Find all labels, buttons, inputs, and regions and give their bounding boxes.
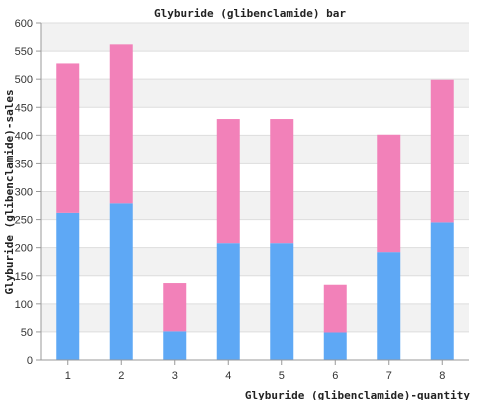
chart-title: Glyburide (glibenclamide) bar <box>154 7 346 20</box>
y-tick-label: 150 <box>15 271 33 283</box>
bar-segment-2-6 <box>323 284 347 333</box>
x-tick-labels: 1 2 3 4 5 6 7 8 <box>65 370 446 382</box>
y-tick-label: 0 <box>27 355 33 367</box>
y-tick-label: 50 <box>21 327 33 339</box>
x-tick-label: 4 <box>225 370 231 382</box>
bar-segment-2-7 <box>377 134 401 253</box>
grid-band <box>41 163 469 192</box>
bar-segment-2-8 <box>430 79 454 223</box>
y-tick-label: 450 <box>15 102 33 114</box>
axes-layer <box>40 23 469 365</box>
grid-band <box>41 219 469 248</box>
grid-band <box>41 79 469 108</box>
bar-segment-1-4 <box>216 243 240 360</box>
y-tick-label: 400 <box>15 130 33 142</box>
grid-band <box>41 23 469 52</box>
bar-segment-2-4 <box>216 119 240 244</box>
x-tick-label: 1 <box>65 370 71 382</box>
bar-segment-2-5 <box>270 119 294 244</box>
y-tick-label: 600 <box>15 18 33 30</box>
bar-segment-1-5 <box>270 243 294 360</box>
y-tick-label: 200 <box>15 243 33 255</box>
x-tick-label: 6 <box>332 370 338 382</box>
y-tick-label: 350 <box>15 158 33 170</box>
y-tick-label: 550 <box>15 46 33 58</box>
y-tick-label: 250 <box>15 215 33 227</box>
grid-band <box>41 275 469 304</box>
y-tick-labels: 0 50 100 150 200 250 300 350 400 450 500 550 600 <box>15 18 33 367</box>
bar-segment-1-8 <box>430 222 454 360</box>
x-tick-label: 2 <box>118 370 124 382</box>
grid-band <box>41 135 469 164</box>
grid-band <box>41 247 469 276</box>
bar-segment-2-2 <box>109 44 133 204</box>
x-tick-label: 5 <box>279 370 285 382</box>
bar-segment-1-7 <box>377 252 401 360</box>
grid-band <box>41 191 469 220</box>
y-tick-label: 100 <box>15 299 33 311</box>
bars-layer <box>56 44 454 360</box>
x-tick-label: 7 <box>386 370 392 382</box>
grid-band <box>41 107 469 136</box>
grid-band <box>41 303 469 332</box>
x-tick-label: 3 <box>172 370 178 382</box>
grid-band <box>41 51 469 80</box>
grid-band <box>41 331 469 360</box>
bar-segment-1-3 <box>163 331 187 360</box>
x-tick-label: 8 <box>439 370 445 382</box>
bar-segment-1-6 <box>323 332 347 360</box>
bar-segment-2-1 <box>56 63 80 213</box>
y-axis-label: Glyburide (glibenclamide)-sales <box>3 89 16 294</box>
y-tick-label: 300 <box>15 187 33 199</box>
y-tick-label: 500 <box>15 74 33 86</box>
bar-segment-1-1 <box>56 212 80 360</box>
bar-segment-2-3 <box>163 283 187 332</box>
bar-segment-1-2 <box>109 203 133 360</box>
x-axis-label: Glyburide (glibenclamide)-quantity <box>245 389 471 400</box>
